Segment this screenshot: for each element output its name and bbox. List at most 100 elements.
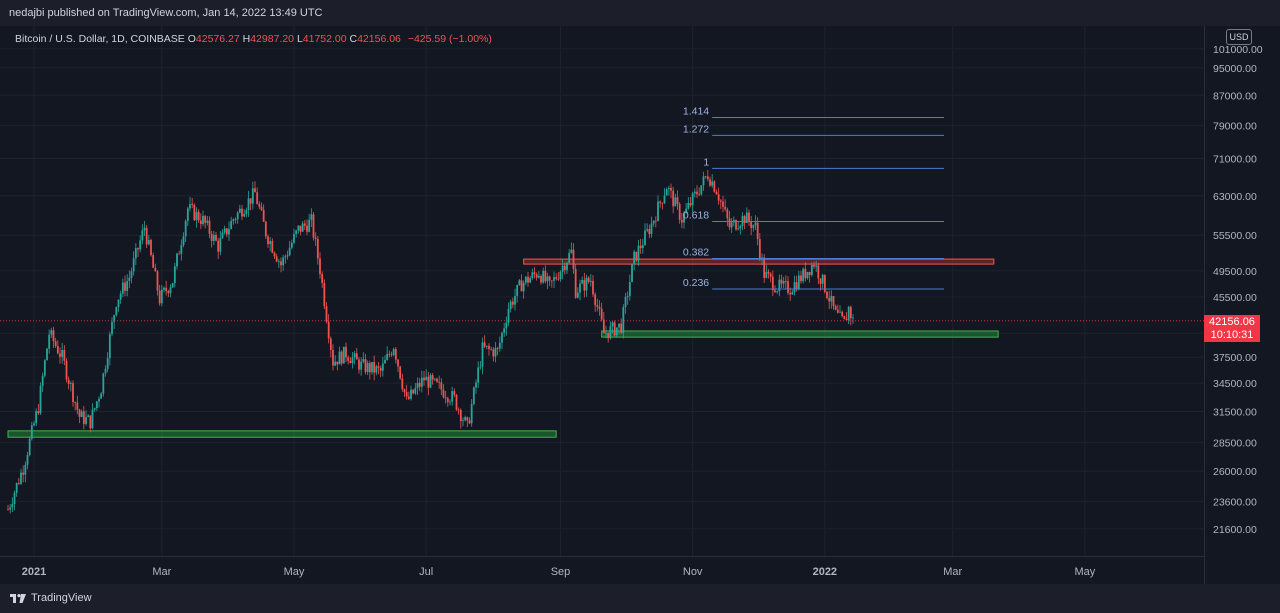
candle-body: [685, 208, 688, 213]
candle-body: [150, 239, 152, 256]
candle-body: [596, 305, 599, 307]
candle-body: [41, 375, 44, 387]
candle-body: [579, 283, 581, 293]
candle-body: [163, 287, 165, 290]
candle-body: [54, 341, 57, 347]
price-axis-label: 26000.00: [1213, 466, 1257, 478]
candle-body: [76, 402, 79, 410]
candle-body: [410, 389, 412, 399]
candle-body: [418, 382, 421, 387]
candle-body: [399, 366, 402, 379]
candle-body: [520, 280, 523, 292]
candle-body: [481, 342, 484, 367]
candle-body: [401, 378, 404, 390]
candle-body: [15, 483, 18, 493]
candle-body: [797, 275, 800, 290]
candle-body: [654, 220, 657, 222]
candle-body: [663, 195, 666, 204]
candle-body: [215, 234, 217, 241]
candle-body: [765, 271, 768, 278]
price-axis-label: 34500.00: [1213, 378, 1257, 390]
candle-body: [815, 265, 818, 267]
candle-body: [711, 181, 714, 186]
candle-body: [433, 378, 436, 380]
candle-body: [390, 354, 393, 356]
candle-body: [130, 271, 133, 278]
candle-body: [271, 241, 274, 253]
candle-body: [325, 306, 328, 322]
candle-body: [800, 275, 802, 282]
candle-body: [676, 197, 679, 204]
currency-button[interactable]: USD: [1226, 29, 1252, 45]
candle-body: [61, 350, 64, 357]
candle-body: [20, 472, 22, 484]
candle-body: [849, 306, 852, 319]
candle-body: [319, 258, 321, 275]
candle-body: [769, 273, 772, 277]
candle-body: [197, 211, 200, 221]
price-axis-label: 101000.00: [1213, 44, 1263, 56]
candle-body: [178, 253, 181, 255]
candle-body: [258, 204, 261, 207]
candle-body: [202, 215, 204, 225]
fib-level-label: 0.236: [683, 277, 709, 289]
candle-body: [247, 198, 250, 210]
candle-body: [665, 189, 668, 196]
candle-body: [78, 409, 81, 417]
tradingview-logo[interactable]: TradingView: [10, 592, 92, 604]
candle-body: [141, 230, 144, 241]
candle-body: [167, 291, 170, 294]
candle-body: [290, 242, 293, 248]
candle-body: [771, 276, 774, 291]
candle-body: [152, 255, 155, 268]
candle-body: [199, 220, 202, 225]
candle-body: [635, 251, 638, 261]
candle-body: [314, 237, 317, 239]
change-value: −425.59 (−1.00%): [407, 33, 492, 45]
candle-body: [700, 185, 703, 195]
fib-level-label: 1.272: [683, 123, 709, 135]
candle-body: [453, 391, 456, 395]
candle-body: [709, 179, 711, 186]
candle-body: [492, 349, 495, 357]
candle-body: [728, 218, 731, 228]
candle-body: [89, 415, 92, 429]
candle-body: [494, 347, 497, 357]
candle-body: [295, 230, 298, 235]
candle-body: [299, 225, 302, 232]
candle-body: [353, 353, 356, 358]
candle-body: [420, 377, 423, 387]
price-chart[interactable]: 101000.00 95000.00 87000.00 79000.00 71000.0…: [0, 26, 1280, 584]
candle-body: [507, 308, 510, 323]
candle-body: [132, 258, 135, 272]
candle-body: [375, 366, 378, 373]
chart-area[interactable]: 101000.00 95000.00 87000.00 79000.00 71000.0…: [0, 26, 1280, 584]
price-axis-label: 45500.00: [1213, 292, 1257, 304]
candle-body: [143, 227, 146, 231]
candle-body: [652, 220, 655, 224]
candle-body: [574, 269, 577, 298]
candle-body: [186, 208, 189, 222]
candle-body: [819, 278, 822, 284]
candle-body: [243, 213, 246, 217]
candle-body: [245, 209, 248, 214]
candle-body: [470, 404, 473, 424]
candle-body: [384, 359, 386, 364]
candle-body: [334, 361, 337, 366]
candle-body: [206, 220, 209, 223]
candle-body: [843, 316, 846, 320]
candle-body: [394, 349, 397, 360]
fib-level-label: 0.618: [683, 209, 709, 221]
candle-body: [189, 204, 191, 209]
candle-body: [323, 282, 326, 307]
candle-body: [137, 248, 139, 250]
time-axis-label: May: [1074, 566, 1095, 578]
high-value: 42987.20: [250, 33, 295, 45]
candle-body: [444, 397, 447, 399]
candle-body: [468, 420, 471, 424]
candle-body: [95, 401, 98, 409]
fib-level-label: 1.414: [683, 106, 709, 118]
candle-body: [347, 357, 350, 361]
candle-body: [802, 268, 805, 282]
candle-body: [147, 239, 150, 245]
